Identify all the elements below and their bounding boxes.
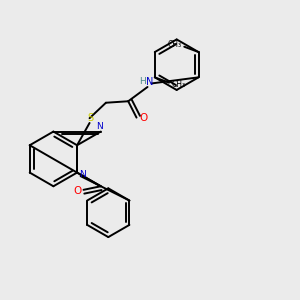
Text: S: S	[87, 112, 94, 123]
Text: O: O	[139, 112, 147, 123]
Text: N: N	[79, 169, 86, 178]
Text: CH₃: CH₃	[171, 80, 185, 89]
Text: O: O	[74, 186, 82, 196]
Text: N: N	[146, 77, 154, 87]
Text: H: H	[140, 77, 146, 86]
Text: N: N	[96, 122, 103, 131]
Text: CH₃: CH₃	[168, 40, 182, 49]
